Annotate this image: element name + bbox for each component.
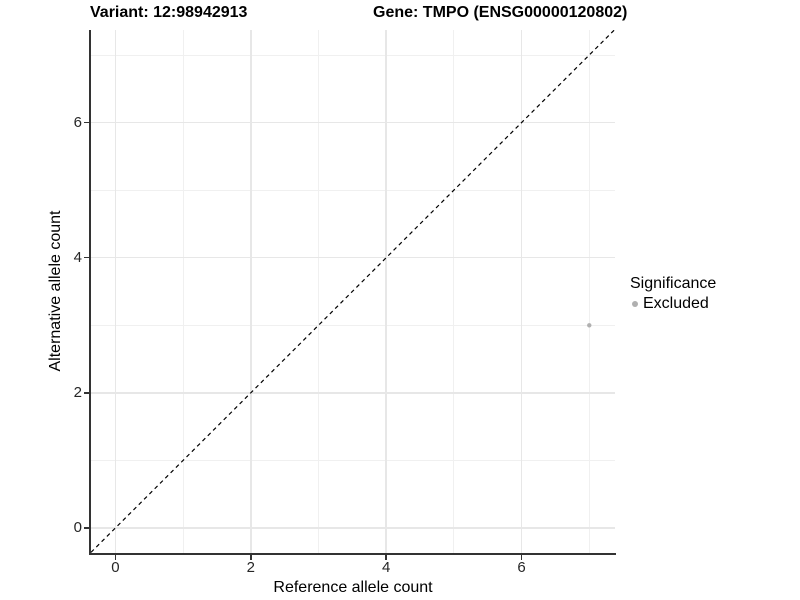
plot-title-variant: Variant: 12:98942913	[90, 4, 248, 21]
legend-point-icon	[632, 300, 638, 307]
y-tick-label: 4	[73, 248, 82, 266]
minor-gridline-x	[317, 30, 319, 553]
minor-gridline-x	[453, 30, 455, 553]
y-tick-mark	[84, 256, 89, 259]
major-gridline-x	[520, 30, 523, 553]
x-tick-label: 2	[246, 559, 255, 576]
legend-item-label: Excluded	[643, 295, 709, 312]
minor-gridline-y	[91, 54, 615, 56]
minor-gridline-y	[91, 324, 615, 326]
plot-overlay	[91, 30, 615, 553]
y-axis-label: Alternative allele count	[47, 210, 64, 372]
y-tick-mark	[84, 392, 89, 394]
x-axis-label: Reference allele count	[273, 579, 433, 596]
minor-gridline-y	[91, 459, 615, 461]
y-tick-mark	[84, 527, 89, 529]
y-tick-label: 0	[73, 518, 82, 536]
x-tick-label: 4	[382, 559, 391, 576]
y-tick-label: 6	[73, 113, 82, 131]
legend: Significance Excluded	[630, 274, 716, 313]
x-tick-label: 6	[517, 559, 526, 576]
major-gridline-x	[114, 30, 117, 553]
major-gridline-x	[250, 30, 252, 553]
major-gridline-y	[91, 121, 615, 124]
plot-panel	[91, 30, 615, 553]
y-tick-mark	[84, 121, 89, 124]
y-tick-label: 2	[73, 383, 82, 401]
x-tick-mark	[114, 555, 117, 560]
legend-item-excluded: Excluded	[630, 294, 716, 313]
identity-dashed-line	[91, 30, 615, 553]
minor-gridline-x	[182, 30, 184, 553]
x-tick-mark	[385, 555, 387, 560]
minor-gridline-x	[588, 30, 590, 553]
major-gridline-y	[91, 392, 615, 394]
y-axis-line	[89, 30, 91, 555]
major-gridline-y	[91, 527, 615, 529]
x-tick-mark	[250, 555, 252, 560]
major-gridline-y	[91, 256, 615, 259]
minor-gridline-y	[91, 189, 615, 191]
x-tick-mark	[520, 555, 523, 560]
data-point	[587, 323, 592, 328]
x-axis-line	[89, 553, 616, 555]
major-gridline-x	[385, 30, 387, 553]
legend-title: Significance	[630, 275, 717, 292]
plot-title-gene: Gene: TMPO (ENSG00000120802)	[373, 4, 628, 21]
x-tick-label: 0	[111, 559, 120, 576]
